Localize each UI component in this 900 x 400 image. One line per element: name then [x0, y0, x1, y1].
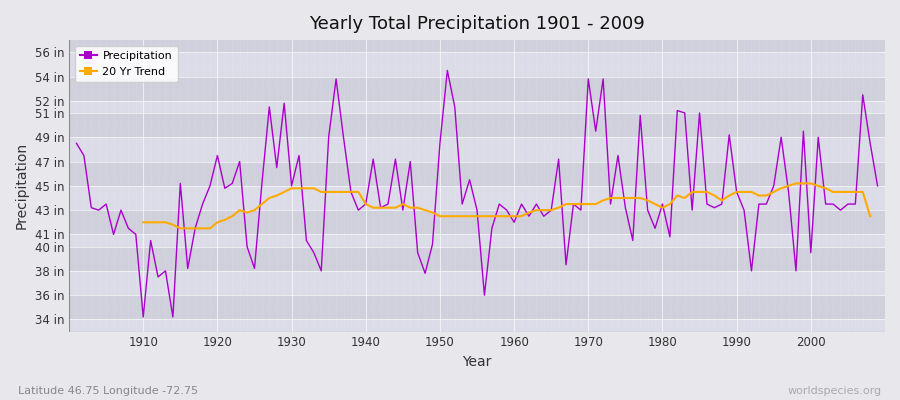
- Bar: [69, 40, 885, 52]
- Bar: [69, 234, 885, 246]
- Bar: [69, 271, 885, 295]
- Text: worldspecies.org: worldspecies.org: [788, 386, 882, 396]
- Bar: [69, 113, 885, 137]
- Bar: [69, 162, 885, 186]
- Bar: [69, 52, 885, 76]
- Bar: [69, 137, 885, 162]
- Bar: [69, 186, 885, 210]
- Bar: [69, 76, 885, 101]
- Title: Yearly Total Precipitation 1901 - 2009: Yearly Total Precipitation 1901 - 2009: [309, 15, 645, 33]
- Y-axis label: Precipitation: Precipitation: [15, 142, 29, 230]
- Bar: [69, 246, 885, 271]
- Text: Latitude 46.75 Longitude -72.75: Latitude 46.75 Longitude -72.75: [18, 386, 198, 396]
- Bar: [69, 210, 885, 234]
- Bar: [69, 101, 885, 113]
- Bar: [69, 295, 885, 320]
- Legend: Precipitation, 20 Yr Trend: Precipitation, 20 Yr Trend: [75, 46, 177, 82]
- Bar: [69, 320, 885, 332]
- X-axis label: Year: Year: [463, 355, 491, 369]
